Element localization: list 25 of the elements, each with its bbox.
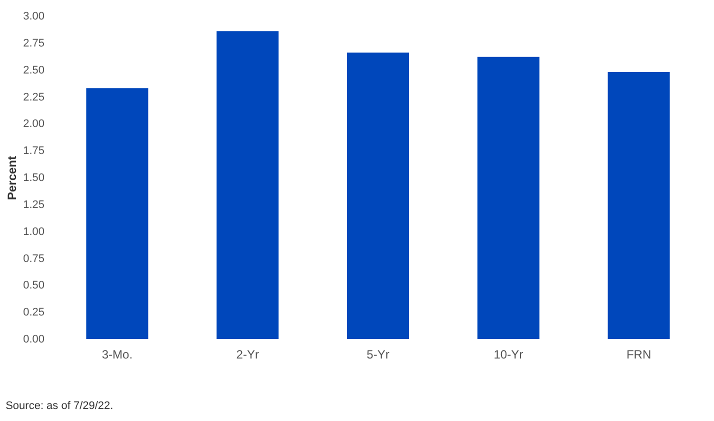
y-tick-label: 2.75 [23, 37, 44, 50]
bar [347, 52, 409, 339]
x-tick-label: 2-Yr [236, 348, 259, 362]
bar [86, 88, 148, 339]
x-tick-label: 3-Mo. [102, 348, 133, 362]
y-tick-label: 0.00 [23, 334, 44, 346]
y-tick-label: 1.50 [23, 172, 44, 184]
y-tick-label: 1.25 [23, 198, 44, 211]
y-tick-label: 3.00 [23, 10, 44, 22]
x-tick-label: FRN [626, 348, 652, 362]
bar [608, 72, 670, 339]
y-tick-label: 1.75 [23, 145, 44, 158]
bar [477, 56, 540, 339]
y-tick-label: 2.25 [23, 91, 44, 104]
source-note: Source: as of 7/29/22. [6, 400, 114, 412]
x-tick-label: 10-Yr [494, 348, 524, 362]
bar [216, 31, 279, 339]
y-tick-label: 0.50 [23, 280, 44, 292]
x-tick-label: 5-Yr [366, 348, 390, 362]
y-tick-label: 2.50 [23, 64, 44, 76]
y-axis-title: Percent [5, 156, 20, 200]
y-tick-label: 0.25 [23, 306, 44, 319]
y-tick-label: 0.75 [23, 252, 44, 265]
y-tick-label: 1.00 [23, 226, 44, 238]
y-tick-label: 2.00 [23, 118, 44, 130]
